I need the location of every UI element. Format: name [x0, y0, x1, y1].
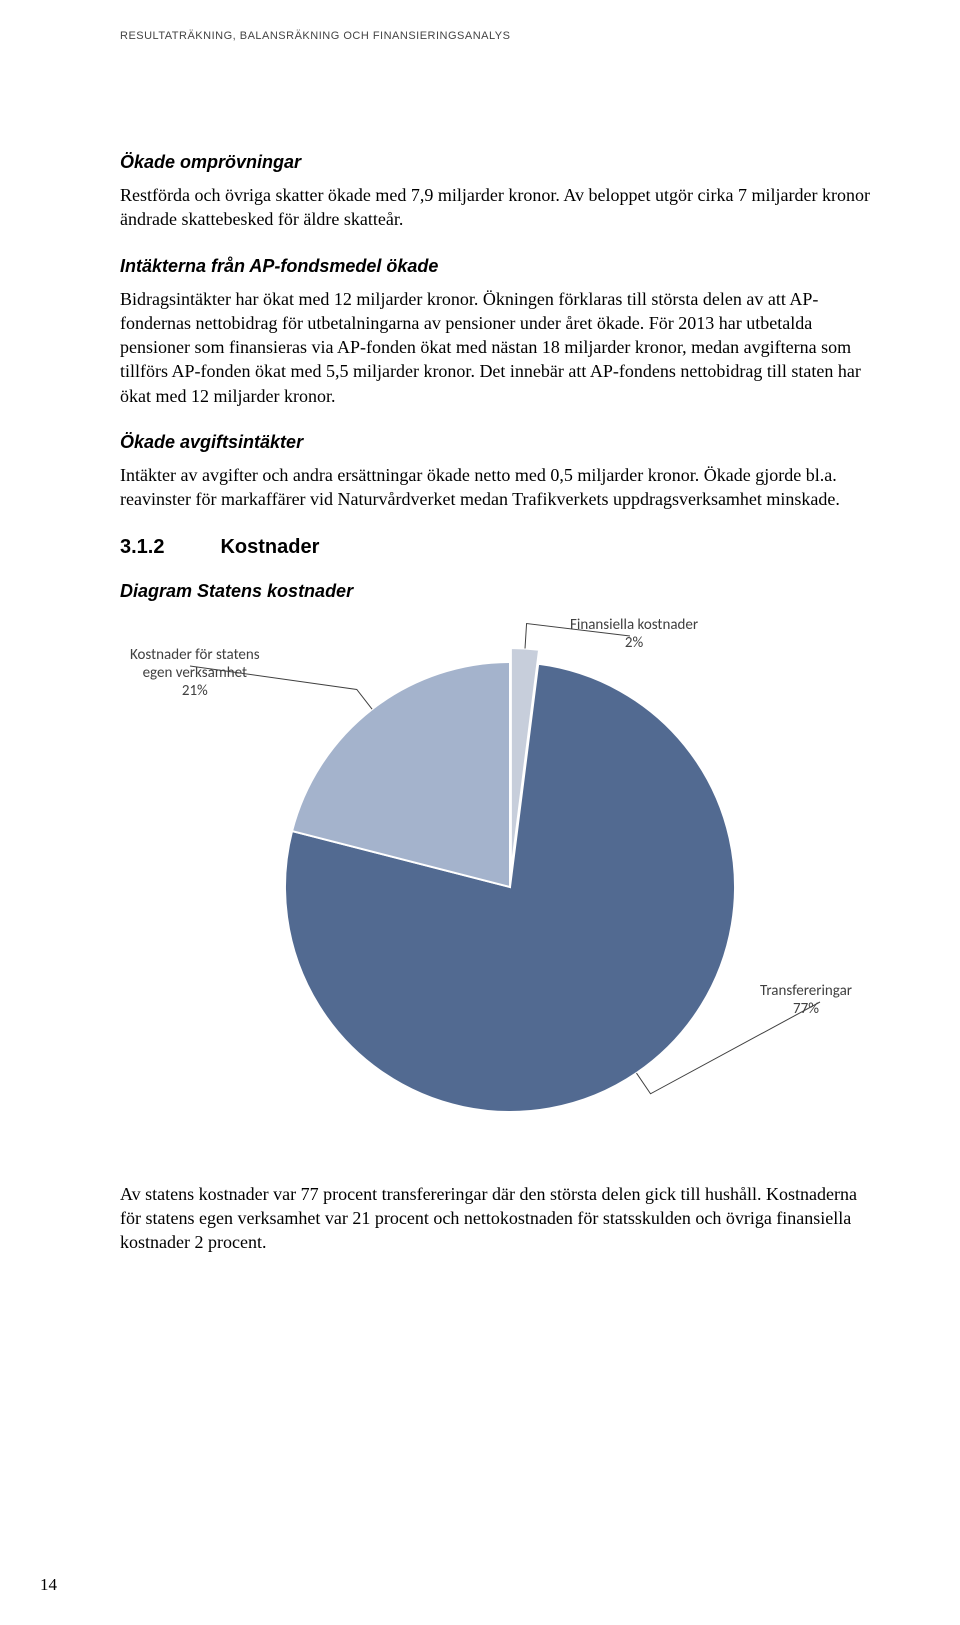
section-title: Kostnader — [220, 536, 319, 558]
page-number: 14 — [40, 1575, 57, 1595]
diagram-title: Diagram Statens kostnader — [120, 581, 870, 602]
closing-paragraph: Av statens kostnader var 77 procent tran… — [120, 1182, 870, 1255]
section-number: 3.1.2 — [120, 536, 164, 558]
heading-ap-fondsmedel: Intäkterna från AP-fondsmedel ökade — [120, 256, 870, 277]
heading-avgiftsintakter: Ökade avgiftsintäkter — [120, 432, 870, 453]
section-heading-kostnader: 3.1.2 Kostnader — [120, 536, 870, 559]
pie-slice-label: Kostnader för statens egen verksamhet 21… — [130, 646, 260, 700]
document-page: RESULTATRÄKNING, BALANSRÄKNING OCH FINAN… — [0, 0, 960, 1625]
pie-slice-label: Finansiella kostnader 2% — [570, 616, 698, 652]
body-paragraph: Restförda och övriga skatter ökade med 7… — [120, 183, 870, 232]
body-paragraph: Intäkter av avgifter och andra ersättnin… — [120, 463, 870, 512]
body-paragraph: Bidragsintäkter har ökat med 12 miljarde… — [120, 287, 870, 408]
pie-slice-label: Transfereringar 77% — [760, 982, 852, 1018]
pie-chart-statens-kostnader: Finansiella kostnader 2% Transfereringar … — [120, 612, 880, 1122]
heading-okade-omprovningar: Ökade omprövningar — [120, 152, 870, 173]
running-header: RESULTATRÄKNING, BALANSRÄKNING OCH FINAN… — [120, 30, 870, 42]
